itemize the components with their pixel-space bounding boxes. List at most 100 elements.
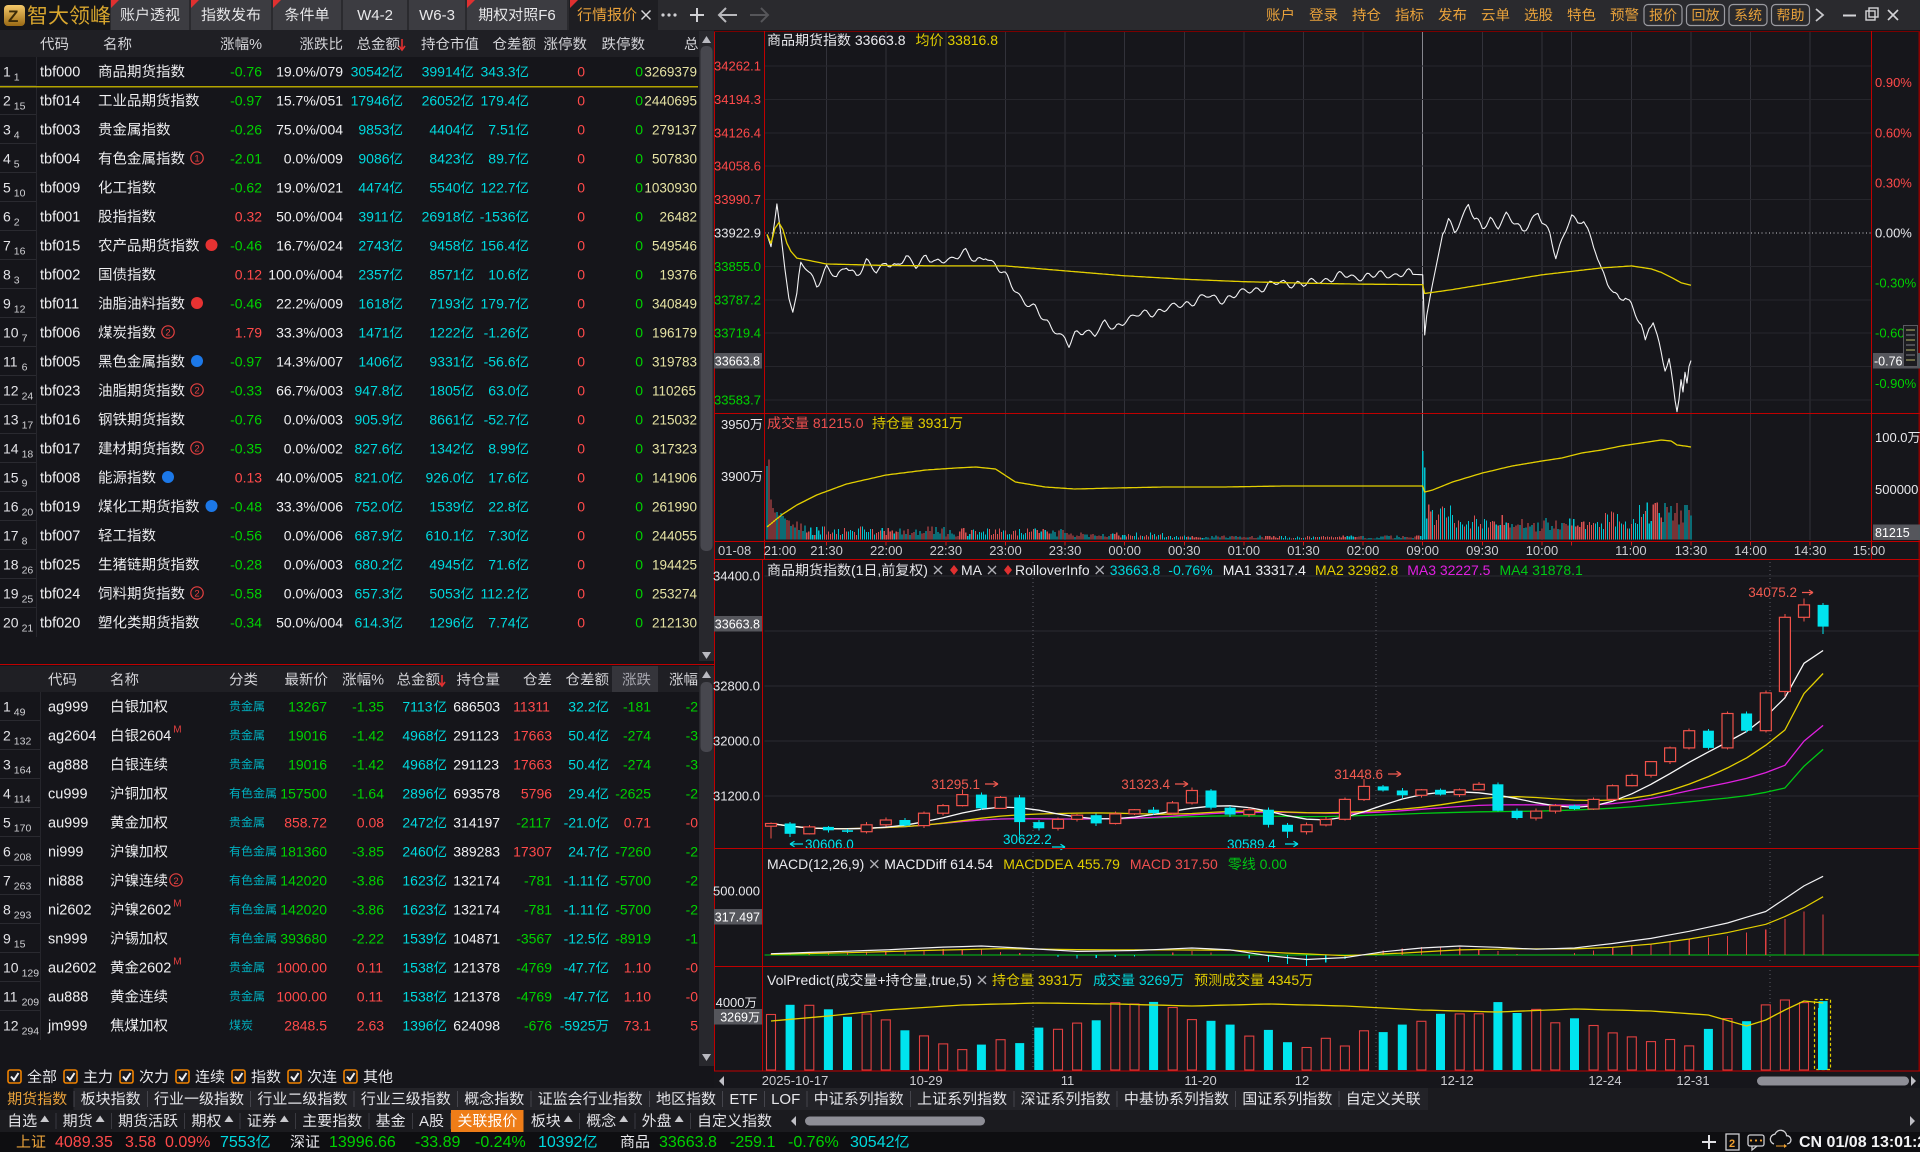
svg-text:2602: 2602	[139, 961, 171, 977]
svg-text:7: 7	[22, 333, 28, 345]
svg-text:0: 0	[635, 586, 643, 602]
svg-text:0: 0	[577, 441, 585, 457]
svg-text:09:30: 09:30	[1466, 543, 1499, 558]
svg-text:12-24: 12-24	[1588, 1073, 1621, 1088]
svg-text:-2: -2	[686, 902, 699, 918]
svg-text:343.3: 343.3	[481, 64, 516, 80]
svg-text:0: 0	[635, 383, 643, 399]
svg-text:1342: 1342	[429, 441, 460, 457]
svg-text:132174: 132174	[453, 902, 500, 918]
svg-text:17663: 17663	[513, 728, 552, 744]
svg-text:112.2: 112.2	[481, 586, 515, 602]
svg-text:10: 10	[3, 325, 19, 341]
svg-text:5796: 5796	[521, 786, 552, 802]
svg-text:15: 15	[3, 470, 19, 486]
svg-text:cu999: cu999	[48, 787, 88, 803]
svg-text:-52.7: -52.7	[484, 412, 516, 428]
svg-text:209: 209	[22, 997, 40, 1009]
svg-text:10:00: 10:00	[1526, 543, 1559, 558]
svg-text:1.10: 1.10	[624, 960, 651, 976]
svg-text:34126.4: 34126.4	[714, 125, 761, 140]
svg-text:33.3%/006: 33.3%/006	[276, 499, 343, 515]
svg-text:9: 9	[3, 931, 11, 947]
svg-text:33663.8: 33663.8	[659, 1134, 717, 1151]
svg-text:21:00: 21:00	[764, 543, 797, 558]
svg-text:12: 12	[14, 304, 26, 316]
svg-text:1538: 1538	[402, 960, 433, 976]
svg-text:2: 2	[14, 217, 20, 229]
svg-text:194425: 194425	[652, 558, 697, 573]
svg-text:13267: 13267	[288, 699, 327, 715]
svg-text:0: 0	[635, 209, 643, 225]
svg-text:1.79: 1.79	[235, 325, 262, 341]
svg-text:3269379: 3269379	[644, 65, 697, 80]
svg-text:500000: 500000	[1875, 482, 1918, 497]
svg-text:114: 114	[14, 794, 31, 806]
svg-text:11: 11	[1061, 1073, 1075, 1088]
svg-text:MA4 31878.1: MA4 31878.1	[1500, 562, 1583, 578]
svg-text:34058.6: 34058.6	[714, 159, 761, 174]
svg-text:tbf015: tbf015	[40, 239, 80, 255]
svg-text:31200.0: 31200.0	[713, 789, 760, 804]
svg-text:132174: 132174	[453, 873, 500, 889]
svg-text:1: 1	[3, 64, 11, 80]
svg-text:3: 3	[3, 122, 11, 138]
svg-text:21:30: 21:30	[810, 543, 843, 558]
svg-text:24.7: 24.7	[568, 844, 595, 860]
svg-text:-2.22: -2.22	[352, 931, 384, 947]
svg-text:0: 0	[635, 64, 643, 80]
svg-text:-7260: -7260	[615, 844, 651, 860]
svg-text:0.30%: 0.30%	[1875, 175, 1912, 190]
svg-text:33583.7: 33583.7	[714, 393, 761, 408]
svg-text:22.2%/009: 22.2%/009	[276, 296, 343, 312]
svg-text:110265: 110265	[652, 384, 696, 399]
svg-text:0: 0	[577, 209, 585, 225]
svg-text:F6: F6	[538, 7, 556, 24]
svg-text:-274: -274	[623, 728, 651, 744]
svg-text:687.9: 687.9	[355, 528, 390, 544]
svg-text:8423: 8423	[429, 151, 460, 167]
svg-text:14:00: 14:00	[1734, 543, 1767, 558]
svg-text:2: 2	[3, 728, 11, 744]
svg-text:10.6: 10.6	[488, 267, 515, 283]
svg-text:21: 21	[22, 623, 34, 635]
svg-text:293: 293	[14, 910, 32, 922]
svg-text:-3: -3	[686, 728, 699, 744]
svg-text:-0.35: -0.35	[230, 441, 262, 457]
svg-text:181360: 181360	[280, 844, 327, 860]
svg-text:-0.97: -0.97	[230, 354, 262, 370]
svg-text:-274: -274	[623, 757, 651, 773]
svg-text:253274: 253274	[652, 587, 698, 602]
svg-text:9458: 9458	[429, 238, 460, 254]
svg-text:(1: (1	[851, 562, 864, 578]
svg-text:02:00: 02:00	[1347, 543, 1380, 558]
svg-text:8: 8	[22, 536, 28, 548]
svg-text:693578: 693578	[453, 786, 500, 802]
svg-text:14.3%/007: 14.3%/007	[276, 354, 343, 370]
svg-text:0: 0	[635, 325, 643, 341]
svg-text:0.13: 0.13	[235, 470, 262, 486]
svg-text:-0: -0	[686, 960, 699, 976]
svg-text:39914: 39914	[422, 64, 461, 80]
svg-text:31323.4: 31323.4	[1121, 777, 1170, 792]
svg-text:71.6: 71.6	[488, 557, 515, 573]
svg-text:-0.97: -0.97	[230, 93, 262, 109]
svg-text:5540: 5540	[429, 180, 460, 196]
svg-text:34194.3: 34194.3	[714, 92, 761, 107]
svg-text:0: 0	[577, 412, 585, 428]
svg-text:0.0%/003: 0.0%/003	[284, 557, 343, 573]
svg-text:156.4: 156.4	[481, 238, 516, 254]
svg-text:LOF: LOF	[771, 1091, 800, 1108]
svg-text:0: 0	[635, 441, 643, 457]
svg-text:-3567: -3567	[516, 931, 552, 947]
svg-text:179.7: 179.7	[481, 296, 516, 312]
svg-text:-781: -781	[524, 902, 552, 918]
svg-text:15.7%/051: 15.7%/051	[276, 93, 343, 109]
svg-text:tbf011: tbf011	[40, 297, 79, 313]
svg-text:-3: -3	[686, 757, 699, 773]
svg-text:,: ,	[877, 562, 881, 578]
svg-text:ni2602: ni2602	[48, 903, 92, 919]
svg-text:22:30: 22:30	[930, 543, 963, 558]
svg-text:-0.76: -0.76	[230, 64, 262, 80]
svg-text:1538: 1538	[402, 989, 433, 1005]
